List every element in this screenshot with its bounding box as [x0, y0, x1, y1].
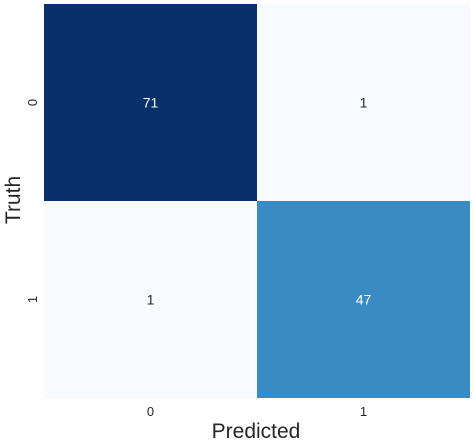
cell-value-label-0-0: 71	[143, 95, 159, 111]
y-tick-labels: 01	[25, 99, 40, 303]
cell-value-label-0-1: 1	[360, 95, 368, 111]
cell-value-label-1-0: 1	[147, 292, 155, 308]
y-tick-label-1: 1	[25, 296, 40, 303]
heatmap-cell-1-1	[257, 201, 470, 398]
x-tick-label-0: 0	[147, 404, 154, 419]
x-tick-label-1: 1	[360, 404, 367, 419]
heatmap-cell-0-0	[44, 4, 257, 201]
heatmap-cell-1-0	[44, 201, 257, 398]
cell-value-label-1-1: 47	[356, 292, 372, 308]
y-tick-label-0: 0	[25, 99, 40, 106]
heatmap-cell-0-1	[257, 4, 470, 201]
cell-labels-layer: 71 1 1 47	[143, 95, 372, 308]
y-axis-title: Truth	[2, 176, 25, 224]
cells-layer	[44, 4, 470, 398]
x-axis-title: Predicted	[212, 420, 301, 443]
